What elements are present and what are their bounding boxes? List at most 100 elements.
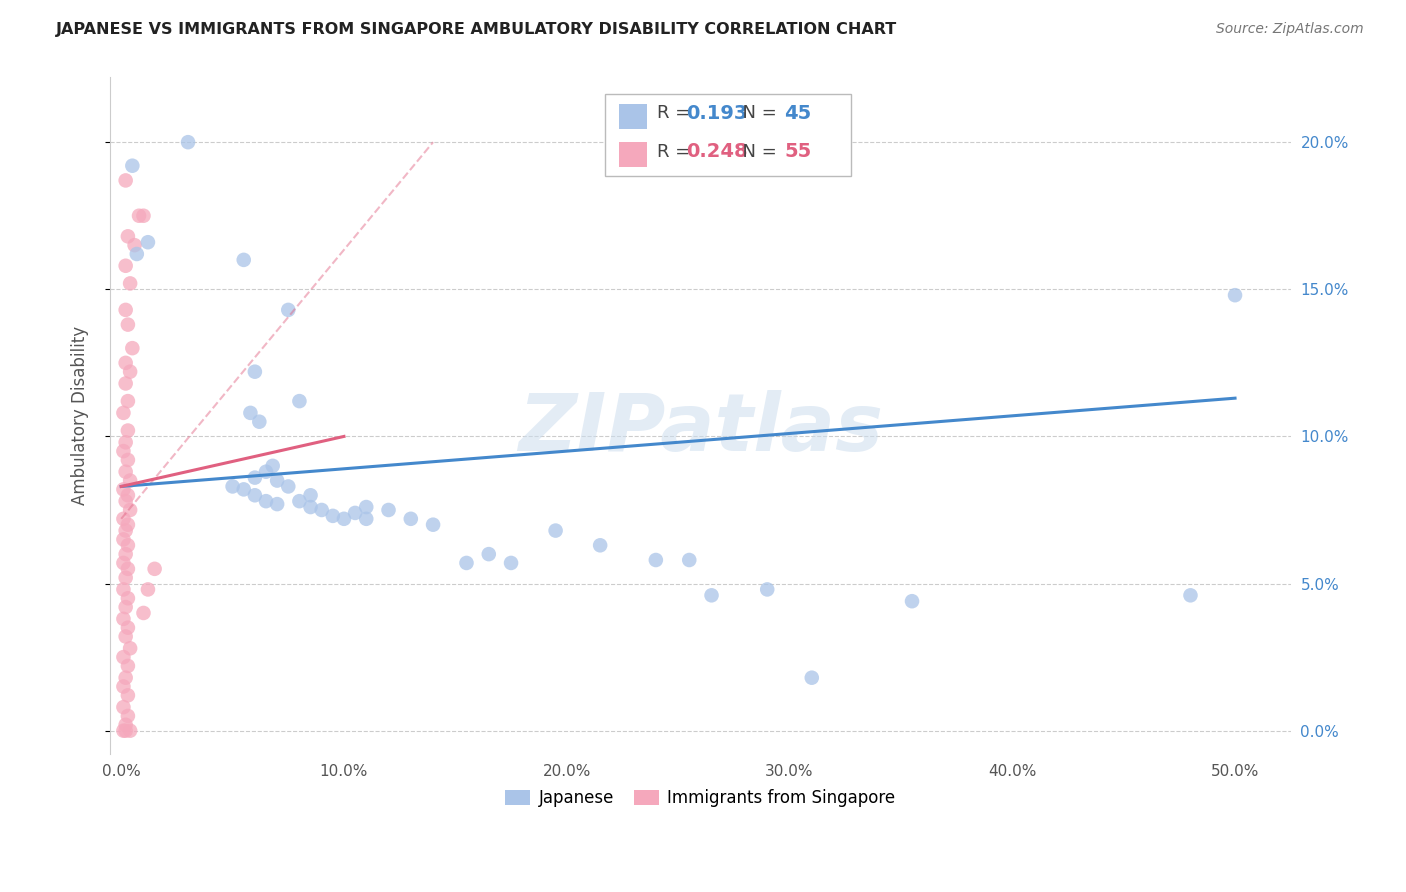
Point (132, 209, 155, 223)
Point (117, 424, 139, 438)
Point (114, 547, 136, 561)
Point (800, 671, 823, 685)
Point (232, 483, 254, 497)
Point (232, 252, 254, 267)
Point (112, 406, 135, 420)
Point (112, 723, 135, 738)
Point (117, 659, 139, 673)
Point (901, 594, 924, 608)
Point (254, 465, 277, 479)
Point (136, 582, 159, 597)
Text: N =: N = (731, 104, 783, 122)
Point (299, 488, 322, 502)
Point (277, 302, 299, 317)
Point (288, 494, 311, 508)
Point (128, 209, 150, 223)
Point (120, 641, 142, 656)
Point (299, 500, 322, 514)
Point (117, 562, 139, 576)
Text: 45: 45 (785, 103, 811, 123)
Point (644, 553, 666, 567)
Point (114, 259, 136, 273)
Point (399, 512, 422, 526)
Point (120, 503, 142, 517)
Point (322, 508, 344, 523)
Point (117, 689, 139, 703)
Point (117, 591, 139, 606)
Point (117, 538, 139, 552)
Point (143, 562, 166, 576)
Point (1223, 288, 1246, 302)
Point (354, 500, 377, 514)
Point (478, 547, 501, 561)
Point (114, 302, 136, 317)
Point (120, 723, 142, 738)
Point (114, 494, 136, 508)
Point (125, 247, 148, 261)
Text: ZIPatlas: ZIPatlas (517, 391, 883, 468)
Point (114, 173, 136, 187)
Point (311, 503, 333, 517)
Point (344, 506, 367, 520)
Point (112, 582, 135, 597)
Point (121, 159, 143, 173)
Point (117, 517, 139, 532)
Legend: Japanese, Immigrants from Singapore: Japanese, Immigrants from Singapore (499, 782, 903, 814)
Point (117, 621, 139, 635)
Point (247, 415, 270, 429)
Point (114, 524, 136, 538)
Text: 0.248: 0.248 (686, 142, 748, 161)
Text: N =: N = (731, 143, 783, 161)
Text: R =: R = (657, 104, 696, 122)
Point (266, 474, 288, 488)
Point (456, 556, 478, 570)
Point (117, 229, 139, 244)
Point (243, 365, 266, 379)
Point (112, 556, 135, 570)
Point (136, 235, 159, 250)
Point (114, 630, 136, 644)
Point (112, 512, 135, 526)
Point (112, 650, 135, 665)
Point (132, 606, 155, 620)
Point (589, 538, 612, 552)
Point (121, 341, 143, 355)
Point (377, 503, 399, 517)
Point (124, 238, 146, 252)
Point (112, 700, 135, 714)
Point (112, 680, 135, 694)
Point (117, 394, 139, 409)
Y-axis label: Ambulatory Disability: Ambulatory Disability (72, 326, 89, 506)
Point (114, 600, 136, 615)
Point (114, 435, 136, 450)
Point (114, 723, 136, 738)
Text: R =: R = (657, 143, 696, 161)
Text: JAPANESE VS IMMIGRANTS FROM SINGAPORE AMBULATORY DISABILITY CORRELATION CHART: JAPANESE VS IMMIGRANTS FROM SINGAPORE AM… (56, 22, 897, 37)
Text: 55: 55 (785, 142, 811, 161)
Point (354, 512, 377, 526)
Point (544, 524, 567, 538)
Point (112, 533, 135, 547)
Text: Source: ZipAtlas.com: Source: ZipAtlas.com (1216, 22, 1364, 37)
Point (117, 318, 139, 332)
Point (117, 709, 139, 723)
Point (114, 356, 136, 370)
Point (112, 483, 135, 497)
Point (243, 470, 266, 484)
Point (422, 517, 444, 532)
Point (333, 512, 356, 526)
Point (499, 556, 522, 570)
Point (120, 277, 142, 291)
Text: 0.193: 0.193 (686, 103, 748, 123)
Point (114, 465, 136, 479)
Point (266, 497, 288, 511)
Point (756, 582, 779, 597)
Point (114, 718, 136, 732)
Point (700, 588, 723, 602)
Point (114, 571, 136, 585)
Point (221, 479, 243, 493)
Point (1180, 588, 1202, 602)
Point (678, 553, 700, 567)
Point (120, 365, 142, 379)
Point (243, 488, 266, 502)
